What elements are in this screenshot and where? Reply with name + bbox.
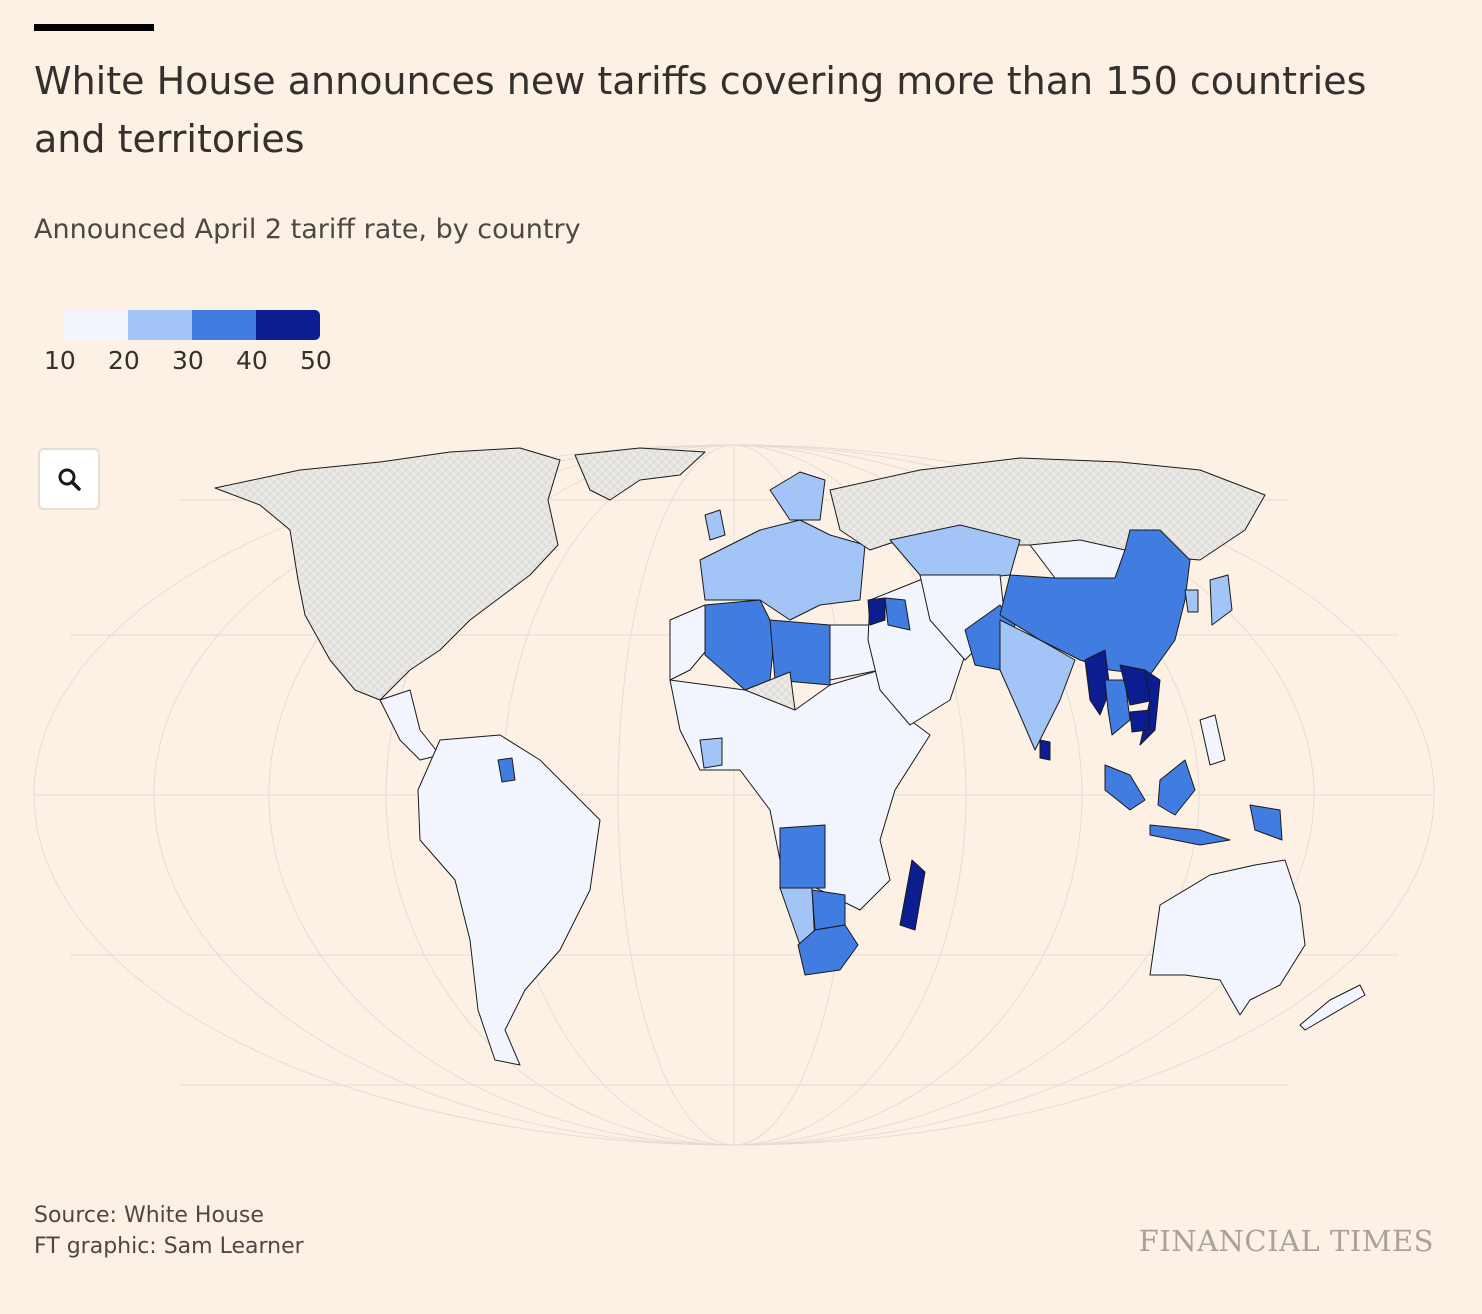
color-legend: 10 20 30 40 50	[44, 310, 332, 376]
country-morocco	[669, 604, 716, 681]
search-icon	[58, 468, 81, 491]
country-madagascar	[899, 859, 926, 931]
country-uk	[704, 509, 726, 541]
country-korea	[1184, 589, 1199, 613]
source-note: Source: White House	[34, 1203, 264, 1228]
country-new-zealand	[1299, 984, 1366, 1031]
header-rule	[34, 24, 154, 31]
zoom-button[interactable]	[38, 448, 100, 510]
chart-title: White House announces new tariffs coveri…	[34, 59, 1367, 161]
country-australia	[1149, 859, 1306, 1016]
country-botswana	[811, 889, 846, 931]
country-borneo	[1157, 759, 1196, 816]
ft-logo: FINANCIAL TIMES	[1138, 1224, 1434, 1258]
footer: Source: White House FT graphic: Sam Lear…	[34, 1200, 304, 1262]
legend-swatch-10-20	[64, 310, 128, 340]
country-ivory-coast	[699, 737, 723, 769]
country-png	[1249, 804, 1283, 841]
country-china	[999, 529, 1191, 676]
country-guyana	[497, 757, 516, 783]
country-algeria	[704, 599, 776, 691]
legend-tick: 30	[172, 346, 204, 375]
country-iraq	[884, 597, 911, 631]
legend-tick: 50	[300, 346, 332, 375]
country-indonesia	[1149, 824, 1231, 846]
legend-tick: 10	[44, 346, 76, 375]
country-libya	[769, 619, 831, 686]
country-africa-central	[669, 669, 931, 911]
legend-swatch-30-40	[192, 310, 256, 340]
world-map[interactable]	[0, 430, 1482, 1150]
country-angola	[779, 824, 826, 889]
country-cambodia	[1129, 709, 1151, 733]
country-south-africa	[797, 924, 859, 976]
country-japan	[1209, 574, 1233, 626]
country-malaysia	[1104, 764, 1146, 811]
country-greenland	[574, 447, 706, 501]
country-europe	[699, 519, 866, 621]
country-syria	[867, 597, 886, 626]
country-myanmar	[1084, 649, 1111, 716]
graphic-credit: FT graphic: Sam Learner	[34, 1234, 304, 1259]
legend-swatch-20-30	[128, 310, 192, 340]
country-thailand	[1104, 679, 1131, 736]
legend-tick: 40	[236, 346, 268, 375]
country-south-america	[417, 734, 601, 1066]
country-north-america	[214, 447, 561, 701]
country-scandinavia	[769, 471, 826, 521]
legend-swatch-40-50	[256, 310, 320, 340]
legend-tick: 20	[108, 346, 140, 375]
chart-subtitle: Announced April 2 tariff rate, by countr…	[34, 214, 581, 245]
country-sri-lanka	[1039, 739, 1051, 761]
country-philippines	[1199, 714, 1226, 766]
